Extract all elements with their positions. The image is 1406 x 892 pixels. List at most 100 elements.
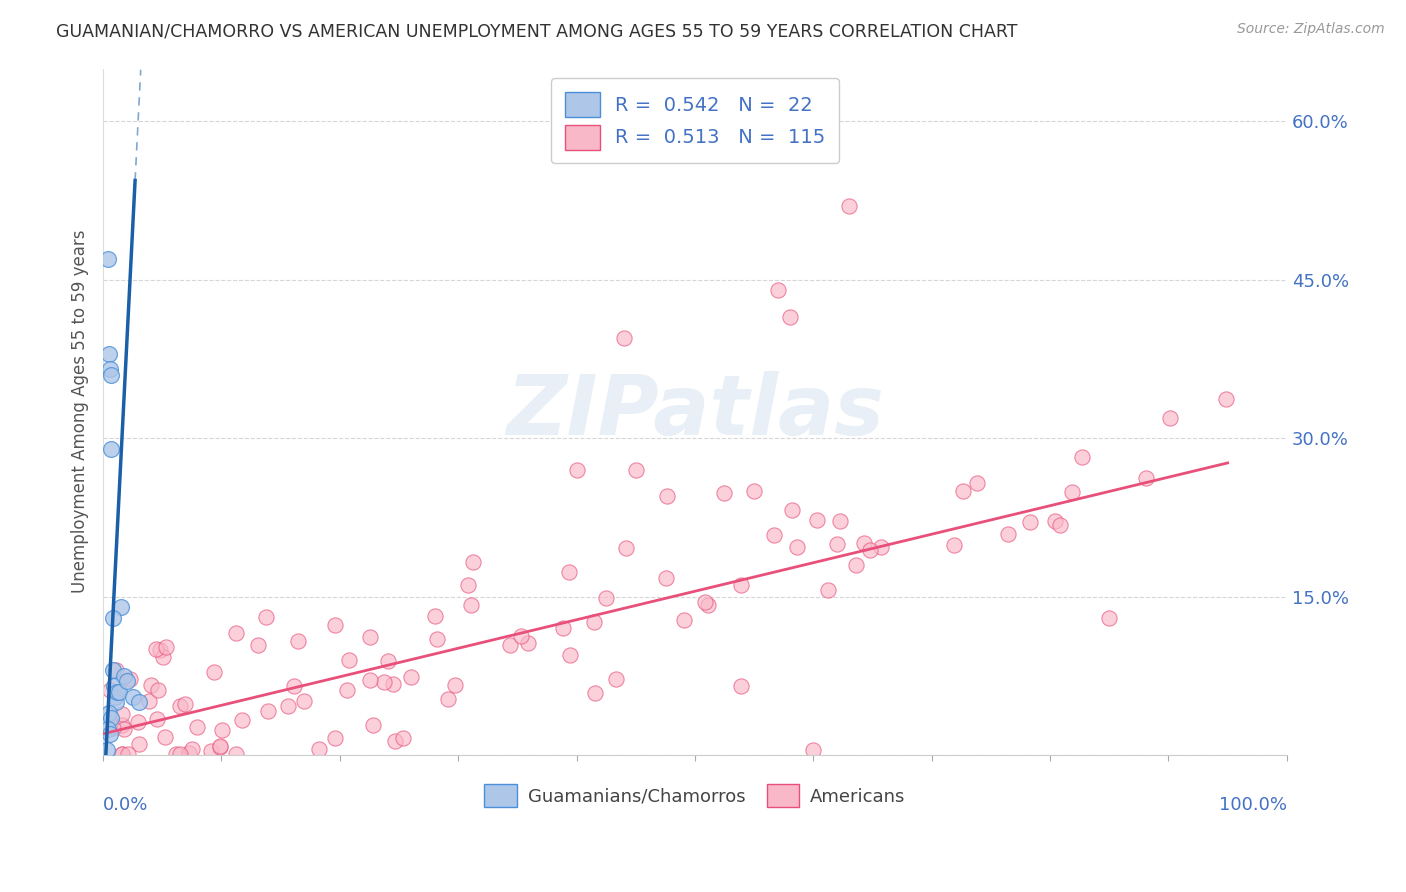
Point — [499, 638, 522, 652]
Point — [98, 346, 121, 360]
Point — [128, 695, 150, 709]
Point — [100, 368, 122, 382]
Point — [443, 678, 465, 692]
Point — [399, 670, 422, 684]
Point — [613, 331, 636, 345]
Point — [605, 672, 627, 686]
Point — [98, 683, 121, 698]
Point — [510, 629, 533, 643]
Point — [165, 747, 187, 761]
Point — [101, 610, 124, 624]
Text: 0.0%: 0.0% — [103, 796, 149, 814]
Point — [426, 632, 449, 646]
Point — [145, 642, 167, 657]
Text: Source: ZipAtlas.com: Source: ZipAtlas.com — [1237, 22, 1385, 37]
Point — [553, 621, 575, 635]
Point — [100, 442, 122, 456]
Point — [673, 613, 696, 627]
Point — [149, 643, 172, 657]
Point — [337, 653, 360, 667]
Point — [583, 686, 606, 700]
Point — [780, 503, 803, 517]
Point — [180, 741, 202, 756]
Point — [436, 691, 458, 706]
Point — [115, 673, 138, 688]
Point — [114, 669, 136, 683]
Point — [801, 742, 824, 756]
Point — [153, 730, 176, 744]
Point — [624, 463, 647, 477]
Point — [614, 541, 637, 556]
Point — [96, 742, 118, 756]
Point — [336, 682, 359, 697]
Point — [730, 577, 752, 591]
Point — [146, 682, 169, 697]
Point — [817, 582, 839, 597]
Point — [98, 706, 121, 720]
Point — [98, 727, 121, 741]
Point — [111, 707, 134, 722]
Point — [111, 747, 134, 761]
Point — [101, 721, 124, 735]
Point — [391, 731, 413, 745]
Point — [838, 199, 860, 213]
Point — [104, 663, 127, 677]
Point — [103, 679, 125, 693]
Point — [359, 673, 381, 687]
Point — [277, 698, 299, 713]
Legend: Guamanians/Chamorros, Americans: Guamanians/Chamorros, Americans — [477, 777, 912, 814]
Point — [565, 463, 588, 477]
Point — [845, 558, 868, 573]
Point — [373, 675, 395, 690]
Point — [655, 571, 678, 585]
Point — [461, 555, 484, 569]
Point — [696, 598, 718, 612]
Text: GUAMANIAN/CHAMORRO VS AMERICAN UNEMPLOYMENT AMONG AGES 55 TO 59 YEARS CORRELATIO: GUAMANIAN/CHAMORRO VS AMERICAN UNEMPLOYM… — [56, 22, 1018, 40]
Point — [582, 615, 605, 629]
Point — [1062, 485, 1084, 500]
Point — [138, 693, 160, 707]
Point — [225, 747, 247, 761]
Point — [655, 489, 678, 503]
Point — [558, 565, 581, 579]
Point — [457, 578, 479, 592]
Point — [377, 654, 399, 668]
Point — [173, 697, 195, 711]
Point — [292, 694, 315, 708]
Point — [97, 722, 120, 736]
Point — [382, 676, 405, 690]
Point — [101, 664, 124, 678]
Point — [211, 723, 233, 737]
Point — [952, 483, 974, 498]
Point — [1160, 411, 1182, 425]
Point — [852, 535, 875, 549]
Text: 100.0%: 100.0% — [1219, 796, 1286, 814]
Point — [200, 744, 222, 758]
Point — [118, 672, 141, 686]
Point — [97, 252, 120, 266]
Point — [595, 591, 617, 605]
Point — [155, 640, 177, 654]
Point — [830, 515, 852, 529]
Y-axis label: Unemployment Among Ages 55 to 59 years: Unemployment Among Ages 55 to 59 years — [72, 230, 89, 593]
Point — [997, 526, 1019, 541]
Point — [779, 310, 801, 324]
Point — [146, 712, 169, 726]
Point — [384, 733, 406, 747]
Point — [1043, 514, 1066, 528]
Point — [325, 617, 347, 632]
Point — [110, 600, 132, 615]
Point — [425, 608, 447, 623]
Point — [359, 630, 381, 644]
Point — [152, 649, 174, 664]
Point — [283, 679, 305, 693]
Point — [308, 741, 330, 756]
Point — [517, 636, 540, 650]
Point — [730, 679, 752, 693]
Point — [966, 476, 988, 491]
Point — [460, 599, 482, 613]
Point — [786, 540, 808, 554]
Point — [169, 747, 191, 761]
Point — [323, 731, 346, 745]
Point — [825, 537, 848, 551]
